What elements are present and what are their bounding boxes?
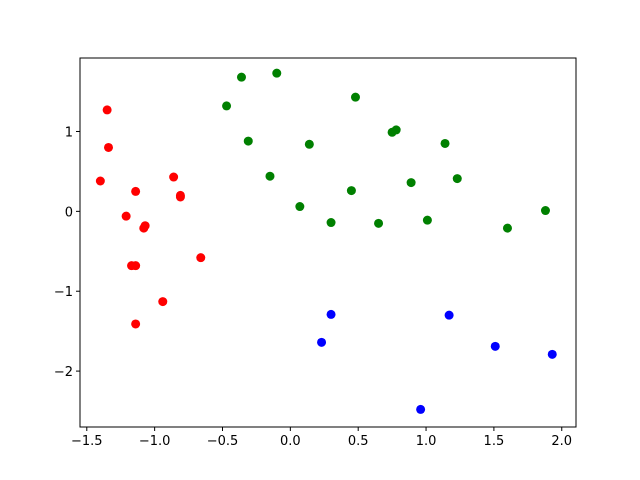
y-tick-label: −1 (54, 285, 73, 300)
point (422, 215, 432, 225)
y-tick-label: 0 (65, 205, 73, 220)
x-tick-label: −0.5 (207, 434, 239, 449)
point (547, 349, 557, 359)
point (346, 186, 356, 196)
x-tick-label: −1.0 (139, 434, 171, 449)
point (304, 139, 314, 149)
x-tick-label: 0.5 (348, 434, 369, 449)
point (131, 261, 141, 271)
x-tick-label: 1.0 (416, 434, 437, 449)
point (540, 206, 550, 216)
y-tick-label: 1 (65, 125, 73, 140)
point (440, 138, 450, 148)
x-tick-label: 2.0 (551, 434, 572, 449)
point (121, 211, 131, 221)
point (243, 136, 253, 146)
point (102, 105, 112, 115)
point (175, 192, 185, 202)
point (374, 218, 384, 228)
point (406, 178, 416, 188)
point (131, 319, 141, 329)
point (265, 171, 275, 181)
y-tick-label: −2 (54, 365, 73, 380)
x-tick-label: 0.0 (280, 434, 301, 449)
point (95, 176, 105, 186)
point (444, 310, 454, 320)
point (196, 253, 206, 263)
point (502, 223, 512, 233)
point (317, 337, 327, 347)
point (350, 92, 360, 102)
point (103, 142, 113, 152)
point (272, 68, 282, 78)
point (326, 218, 336, 228)
point (416, 404, 426, 414)
point (158, 297, 168, 307)
x-tick-label: −1.5 (71, 434, 103, 449)
point (222, 101, 232, 111)
x-tick-label: 1.5 (484, 434, 505, 449)
point (452, 174, 462, 184)
point (139, 223, 149, 233)
point (169, 172, 179, 182)
point (391, 125, 401, 135)
point (490, 341, 500, 351)
point (326, 309, 336, 319)
plot-frame (79, 57, 577, 428)
point (236, 72, 246, 82)
point (295, 202, 305, 212)
point (131, 186, 141, 196)
